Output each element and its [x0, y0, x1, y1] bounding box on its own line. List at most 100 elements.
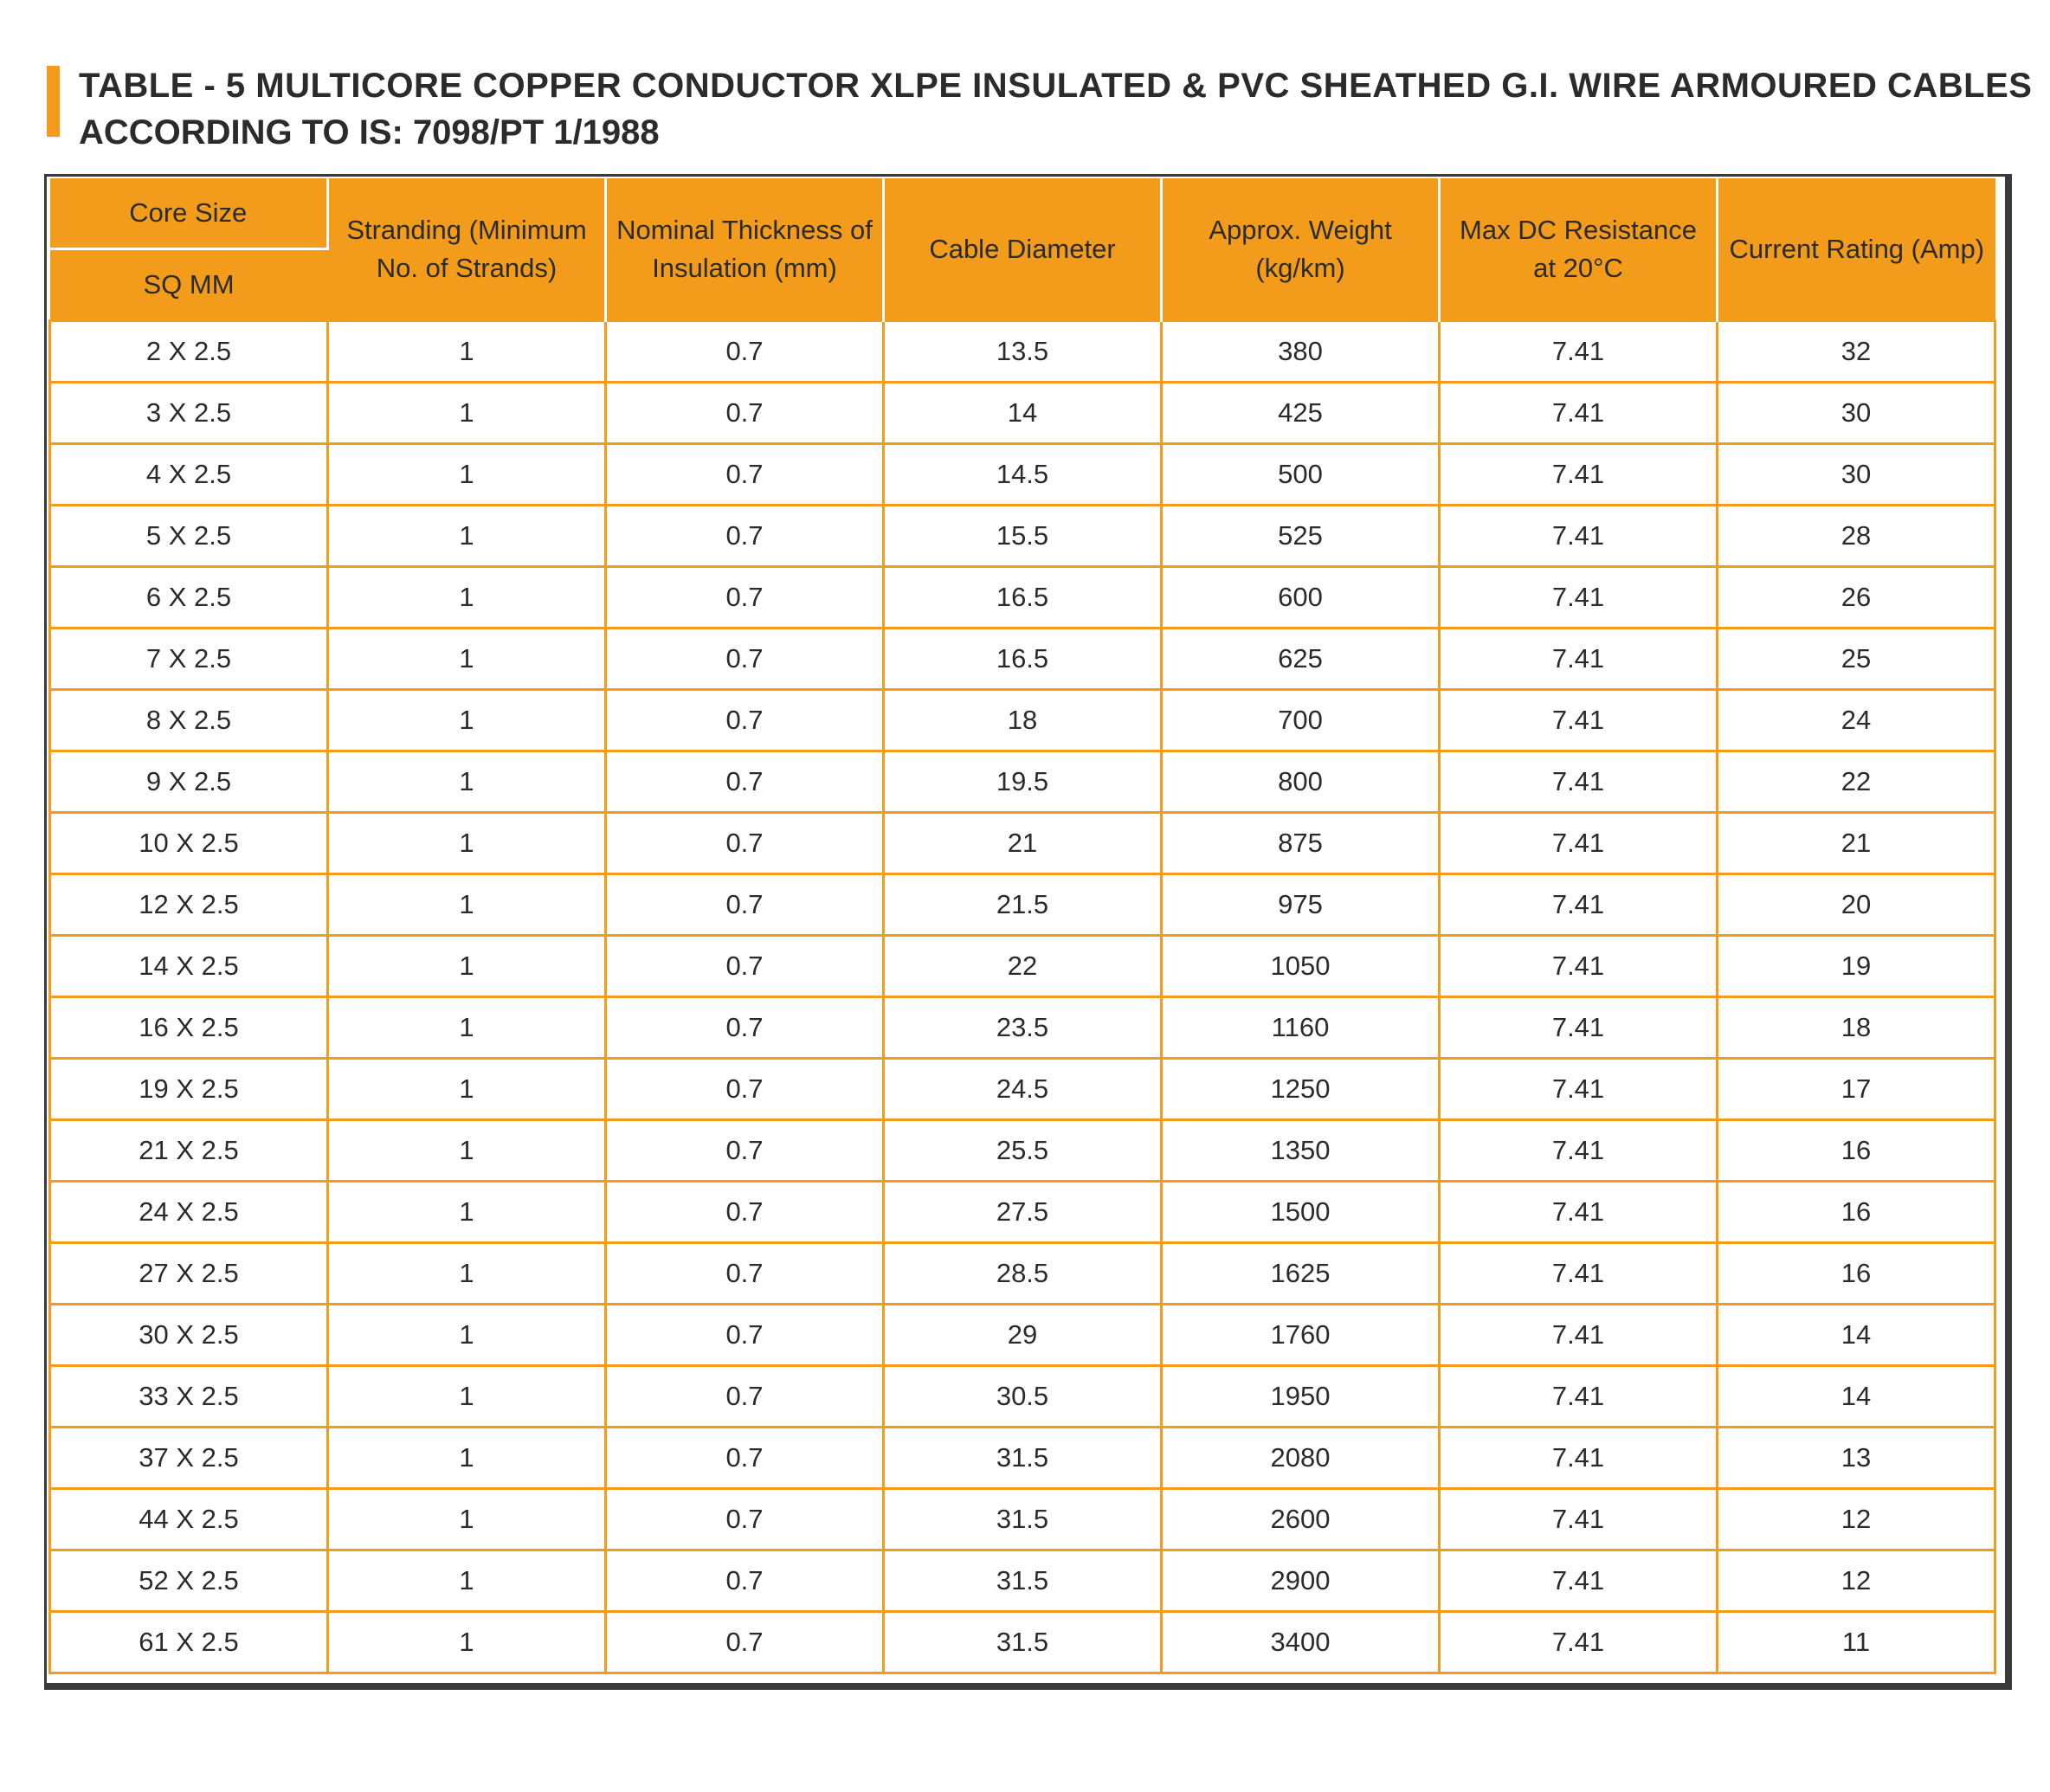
- table-row: 44 X 2.5 1 0.7 31.5 2600 7.41 12: [48, 1487, 1996, 1551]
- header-cell: Approx. Weight (kg/km): [1161, 178, 1441, 321]
- header-cell: Core Size: [49, 178, 329, 250]
- table-cell: 1: [326, 1118, 607, 1183]
- table-row: 52 X 2.5 1 0.7 31.5 2900 7.41 12: [48, 1549, 1996, 1613]
- table-cell: 1: [326, 996, 607, 1060]
- table-row: 8 X 2.5 1 0.7 18 700 7.41 24: [48, 688, 1996, 752]
- table-cell: 625: [1160, 627, 1441, 691]
- table-cell: 52 X 2.5: [48, 1549, 329, 1613]
- table-cell: 7.41: [1438, 811, 1718, 875]
- table-cell: 0.7: [604, 319, 885, 384]
- table-cell: 0.7: [604, 627, 885, 691]
- table-cell: 0.7: [604, 811, 885, 875]
- table-cell: 1625: [1160, 1241, 1441, 1305]
- table-cell: 1950: [1160, 1364, 1441, 1428]
- table-cell: 14: [1716, 1364, 1996, 1428]
- table-cell: 4 X 2.5: [48, 442, 329, 506]
- table-cell: 1: [326, 1426, 607, 1490]
- table-cell: 1: [326, 627, 607, 691]
- table-cell: 7.41: [1438, 1364, 1718, 1428]
- header-row: Core Size Stranding (Minimum No. of Stran…: [49, 178, 1995, 321]
- table-cell: 425: [1160, 381, 1441, 445]
- table-cell: 1: [326, 319, 607, 384]
- table-cell: 7.41: [1438, 1549, 1718, 1613]
- table-cell: 1: [326, 442, 607, 506]
- table-cell: 7.41: [1438, 1180, 1718, 1244]
- table-cell: 3400: [1160, 1610, 1441, 1674]
- table-cell: 1: [326, 1303, 607, 1367]
- table-row: 21 X 2.5 1 0.7 25.5 1350 7.41 16: [48, 1118, 1996, 1183]
- table-cell: 14.5: [882, 442, 1163, 506]
- table-row: 4 X 2.5 1 0.7 14.5 500 7.41 30: [48, 442, 1996, 506]
- table-cell: 0.7: [604, 1610, 885, 1674]
- table-cell: 31.5: [882, 1549, 1163, 1613]
- table-cell: 37 X 2.5: [48, 1426, 329, 1490]
- table-cell: 24.5: [882, 1057, 1163, 1121]
- table-row: 7 X 2.5 1 0.7 16.5 625 7.41 25: [48, 627, 1996, 691]
- table-cell: 28.5: [882, 1241, 1163, 1305]
- table-cell: 16: [1716, 1180, 1996, 1244]
- table-cell: 16 X 2.5: [48, 996, 329, 1060]
- table-cell: 13: [1716, 1426, 1996, 1490]
- table-cell: 19.5: [882, 750, 1163, 814]
- table-cell: 0.7: [604, 1426, 885, 1490]
- table-cell: 13.5: [882, 319, 1163, 384]
- table-cell: 1: [326, 1610, 607, 1674]
- table-cell: 27 X 2.5: [48, 1241, 329, 1305]
- table-row: 12 X 2.5 1 0.7 21.5 975 7.41 20: [48, 873, 1996, 937]
- table-cell: 1350: [1160, 1118, 1441, 1183]
- table-cell: 44 X 2.5: [48, 1487, 329, 1551]
- title-line: ACCORDING TO IS: 7098/PT 1/1988: [79, 113, 660, 151]
- table-cell: 17: [1716, 1057, 1996, 1121]
- table-cell: 1: [326, 504, 607, 568]
- table-cell: 1: [326, 750, 607, 814]
- header-cell: Stranding (Minimum No. of Strands): [327, 178, 607, 321]
- table-cell: 0.7: [604, 565, 885, 629]
- table-cell: 0.7: [604, 688, 885, 752]
- table-row: 33 X 2.5 1 0.7 30.5 1950 7.41 14: [48, 1364, 1996, 1428]
- table-cell: 7.41: [1438, 873, 1718, 937]
- table-row: 10 X 2.5 1 0.7 21 875 7.41 21: [48, 811, 1996, 875]
- table-cell: 7.41: [1438, 1057, 1718, 1121]
- header-cell: SQ MM: [49, 248, 328, 321]
- table-cell: 30.5: [882, 1364, 1163, 1428]
- table-row: 14 X 2.5 1 0.7 22 1050 7.41 19: [48, 934, 1996, 998]
- table-cell: 1: [326, 688, 607, 752]
- table-cell: 1250: [1160, 1057, 1441, 1121]
- table-cell: 700: [1160, 688, 1441, 752]
- table-cell: 2080: [1160, 1426, 1441, 1490]
- table-cell: 19 X 2.5: [48, 1057, 329, 1121]
- table-row: 3 X 2.5 1 0.7 14 425 7.41 30: [48, 381, 1996, 445]
- table-cell: 7.41: [1438, 1118, 1718, 1183]
- table-cell: 25.5: [882, 1118, 1163, 1183]
- table-cell: 1: [326, 1487, 607, 1551]
- table-cell: 1: [326, 565, 607, 629]
- table-cell: 16: [1716, 1241, 1996, 1305]
- table-cell: 18: [1716, 996, 1996, 1060]
- table-cell: 16: [1716, 1118, 1996, 1183]
- table-cell: 24: [1716, 688, 1996, 752]
- header-cell: Nominal Thickness of Insulation (mm): [605, 178, 885, 321]
- table-cell: 0.7: [604, 873, 885, 937]
- table-row: 6 X 2.5 1 0.7 16.5 600 7.41 26: [48, 565, 1996, 629]
- table-cell: 1: [326, 1057, 607, 1121]
- table-cell: 12: [1716, 1549, 1996, 1613]
- table-cell: 14 X 2.5: [48, 934, 329, 998]
- table-cell: 7.41: [1438, 750, 1718, 814]
- table-cell: 16.5: [882, 627, 1163, 691]
- table-cell: 12 X 2.5: [48, 873, 329, 937]
- table-cell: 1: [326, 1549, 607, 1613]
- table-cell: 61 X 2.5: [48, 1610, 329, 1674]
- table-cell: 21.5: [882, 873, 1163, 937]
- table-cell: 1: [326, 1180, 607, 1244]
- table-row: 2 X 2.5 1 0.7 13.5 380 7.41 32: [48, 319, 1996, 384]
- table-cell: 7.41: [1438, 1610, 1718, 1674]
- table-cell: 8 X 2.5: [48, 688, 329, 752]
- table-cell: 0.7: [604, 996, 885, 1060]
- table-cell: 22: [882, 934, 1163, 998]
- table-cell: 0.7: [604, 442, 885, 506]
- table-cell: 7.41: [1438, 565, 1718, 629]
- table-cell: 0.7: [604, 381, 885, 445]
- table-cell: 0.7: [604, 1364, 885, 1428]
- table: Core Size Stranding (Minimum No. of Stran…: [48, 178, 1996, 1674]
